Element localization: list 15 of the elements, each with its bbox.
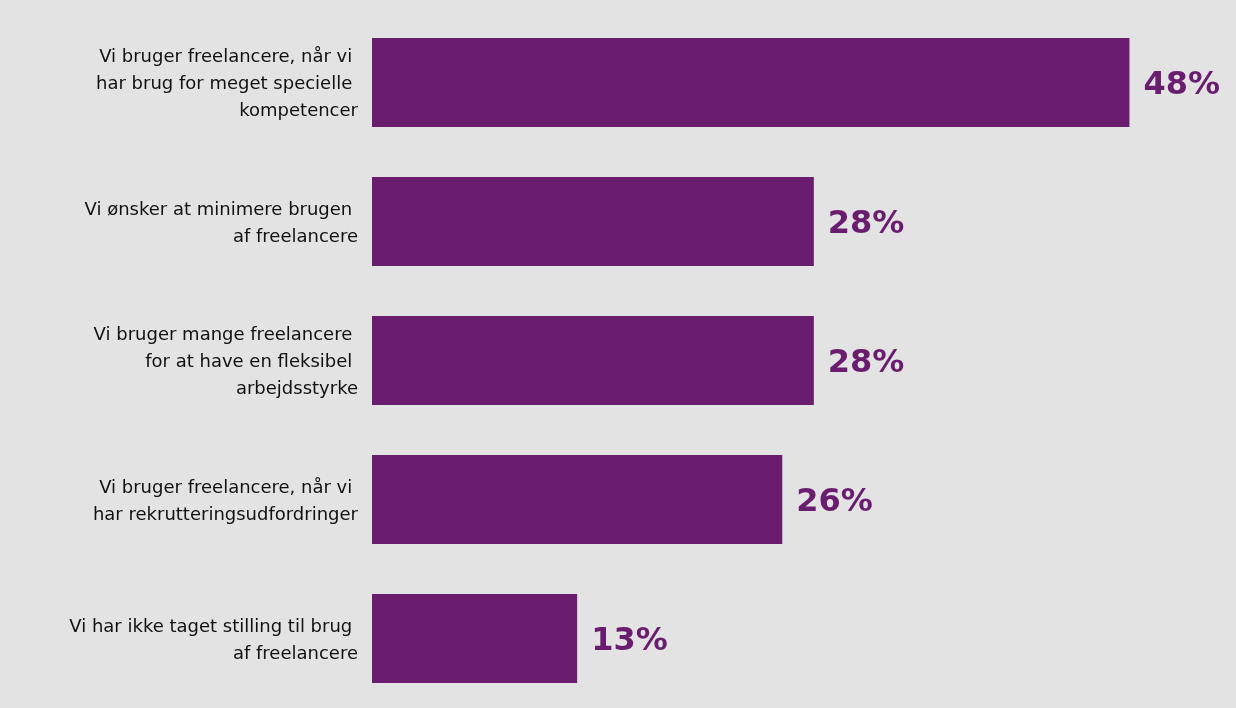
bar [372,38,1130,127]
bar [372,316,814,405]
y-tick-label: Vi bruger mange freelancere for at have en fleksibel arbejdsstyrke [93,323,358,398]
bar [372,594,578,683]
bar [372,177,814,266]
data-label: 13% [591,619,668,658]
bar [372,455,783,544]
data-label: 26% [796,480,873,519]
data-label: 48% [1143,63,1221,102]
y-tick-label: Vi ønsker at minimere brugen af freelancere [84,197,358,246]
data-label: 28% [827,202,905,241]
data-label: 28% [827,341,905,380]
y-tick-label: Vi bruger freelancere, når vi har brug for meget specielle kompetencer [96,45,359,120]
y-tick-label: Vi bruger freelancere, når vi har rekrutteringsudfordringer [92,475,359,524]
y-tick-label: Vi har ikke taget stilling til brug af freelancere [69,614,358,663]
